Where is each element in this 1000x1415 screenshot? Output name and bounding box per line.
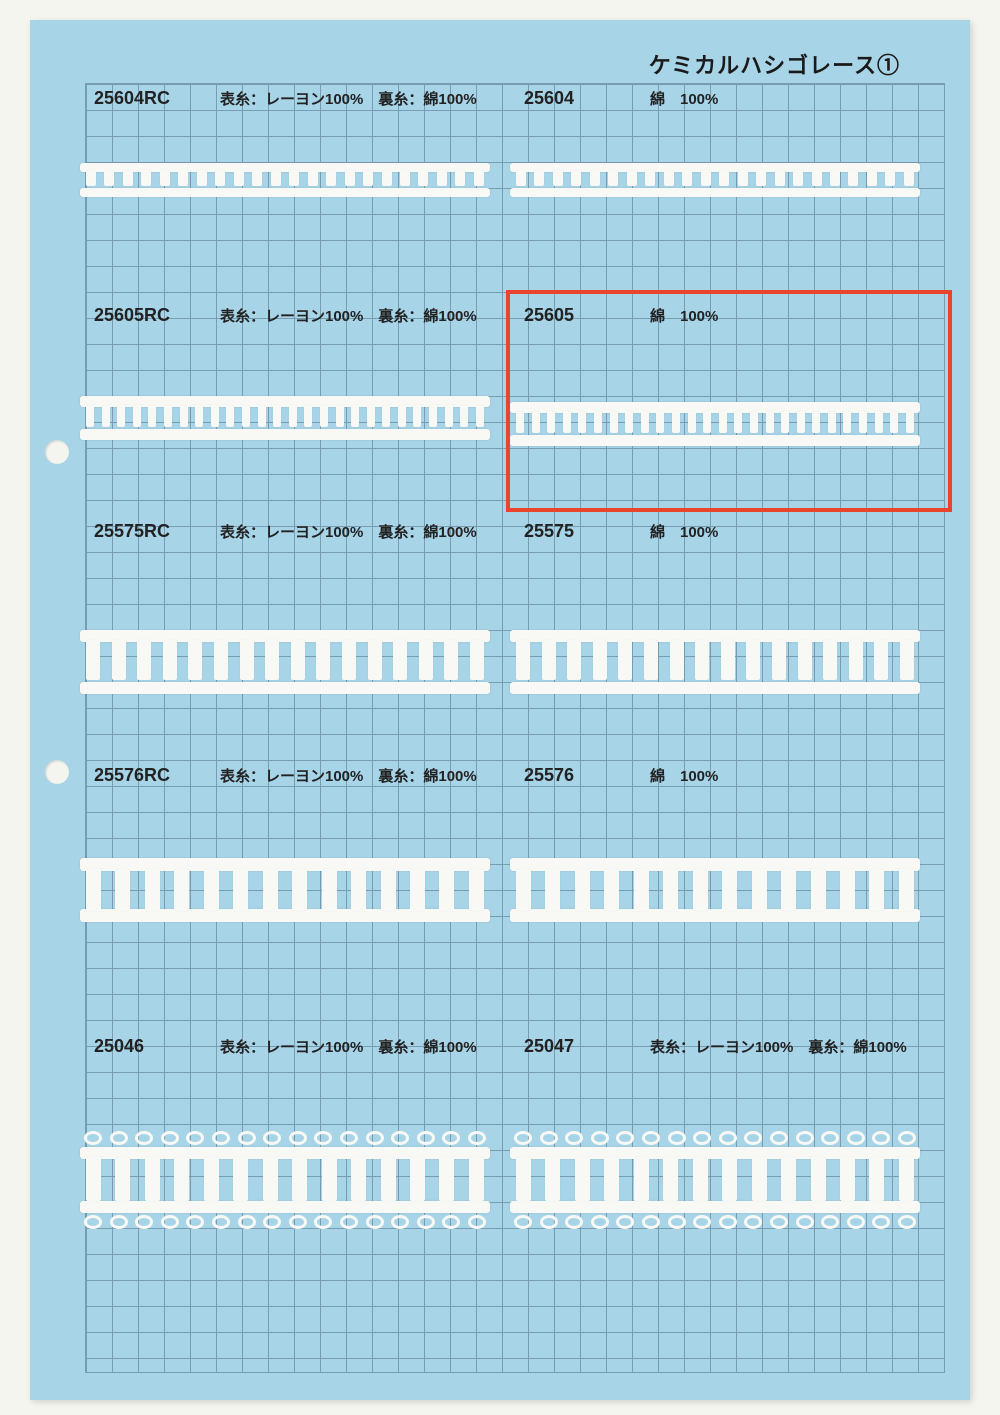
sample-cell: 25604綿 100% (520, 85, 920, 301)
material-label: 表糸：レーヨン100% 裏糸：綿100% (220, 1036, 477, 1057)
sample-cell: 25605綿 100% (520, 302, 920, 518)
product-code: 25605RC (90, 305, 220, 326)
lace-sample (80, 163, 490, 197)
material-label: 表糸：レーヨン100% 裏糸：綿100% (220, 765, 477, 786)
label-row: 25576綿 100% (520, 762, 920, 788)
sample-cell: 25605RC表糸：レーヨン100% 裏糸：綿100% (90, 302, 490, 518)
catalog-page: ケミカルハシゴレース① 25604RC表糸：レーヨン100% 裏糸：綿100%2… (30, 20, 970, 1400)
label-row: 25605綿 100% (520, 302, 920, 328)
label-row: 25576RC表糸：レーヨン100% 裏糸：綿100% (90, 762, 490, 788)
product-code: 25576RC (90, 765, 220, 786)
product-code: 25605 (520, 305, 650, 326)
product-code: 25575RC (90, 521, 220, 542)
label-row: 25575綿 100% (520, 518, 920, 544)
lace-sample (510, 1133, 920, 1227)
material-label: 綿 100% (650, 765, 718, 786)
sample-cell: 25047表糸：レーヨン100% 裏糸：綿100% (520, 1033, 920, 1249)
label-row: 25604RC表糸：レーヨン100% 裏糸：綿100% (90, 85, 490, 111)
product-code: 25576 (520, 765, 650, 786)
sample-cell: 25046表糸：レーヨン100% 裏糸：綿100% (90, 1033, 490, 1249)
lace-sample (510, 402, 920, 446)
material-label: 綿 100% (650, 521, 718, 542)
sample-cell: 25575RC表糸：レーヨン100% 裏糸：綿100% (90, 518, 490, 734)
sample-cell: 25604RC表糸：レーヨン100% 裏糸：綿100% (90, 85, 490, 301)
page-title: ケミカルハシゴレース① (649, 48, 900, 80)
material-label: 表糸：レーヨン100% 裏糸：綿100% (220, 305, 477, 326)
label-row: 25047表糸：レーヨン100% 裏糸：綿100% (520, 1033, 920, 1059)
material-label: 表糸：レーヨン100% 裏糸：綿100% (220, 88, 477, 109)
label-row: 25605RC表糸：レーヨン100% 裏糸：綿100% (90, 302, 490, 328)
label-row: 25604綿 100% (520, 85, 920, 111)
lace-sample (80, 858, 490, 922)
product-code: 25575 (520, 521, 650, 542)
binder-hole (45, 760, 69, 784)
lace-sample (510, 630, 920, 694)
lace-sample (510, 858, 920, 922)
sample-cell: 25575綿 100% (520, 518, 920, 734)
sample-cell: 25576綿 100% (520, 762, 920, 978)
lace-sample (80, 630, 490, 694)
label-row: 25046表糸：レーヨン100% 裏糸：綿100% (90, 1033, 490, 1059)
material-label: 表糸：レーヨン100% 裏糸：綿100% (220, 521, 477, 542)
lace-sample (510, 163, 920, 197)
material-label: 表糸：レーヨン100% 裏糸：綿100% (650, 1036, 907, 1057)
product-code: 25046 (90, 1036, 220, 1057)
label-row: 25575RC表糸：レーヨン100% 裏糸：綿100% (90, 518, 490, 544)
material-label: 綿 100% (650, 88, 718, 109)
sample-cell: 25576RC表糸：レーヨン100% 裏糸：綿100% (90, 762, 490, 978)
product-code: 25604RC (90, 88, 220, 109)
lace-sample (80, 396, 490, 440)
binder-hole (45, 440, 69, 464)
product-code: 25047 (520, 1036, 650, 1057)
product-code: 25604 (520, 88, 650, 109)
material-label: 綿 100% (650, 305, 718, 326)
lace-sample (80, 1133, 490, 1227)
